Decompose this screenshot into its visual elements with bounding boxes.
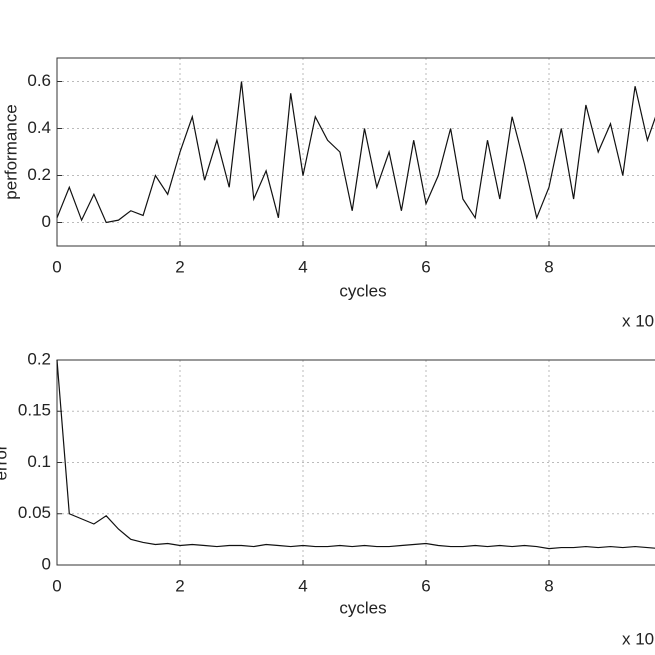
y-tick-label: 0 (42, 554, 51, 573)
x-tick-label: 0 (52, 257, 61, 276)
plot-frame (56, 57, 655, 247)
annotation: x 10 (622, 311, 654, 330)
y-tick-label: 0.05 (18, 503, 51, 522)
x-tick-label: 6 (421, 576, 430, 595)
x-axis-label: cycles (339, 281, 386, 300)
annotation: x 10 (622, 629, 654, 648)
x-tick-label: 4 (298, 576, 307, 595)
data-line (56, 359, 655, 550)
x-tick-label: 0 (52, 576, 61, 595)
x-tick-label: 6 (421, 257, 430, 276)
x-tick-label: 8 (544, 257, 553, 276)
x-tick-label: 8 (544, 576, 553, 595)
y-tick-label: 0 (42, 212, 51, 231)
y-tick-label: 0.6 (27, 71, 51, 90)
data-line (56, 81, 655, 224)
y-tick-label: 0.1 (27, 452, 51, 471)
plot-frame (56, 359, 655, 566)
x-tick-label: 2 (175, 576, 184, 595)
y-axis-label: error (0, 444, 10, 480)
x-axis-label: cycles (339, 598, 386, 617)
y-axis-label: performance (1, 104, 20, 199)
x-tick-label: 4 (298, 257, 307, 276)
y-tick-label: 0.4 (27, 118, 51, 137)
x-tick-label: 2 (175, 257, 184, 276)
y-tick-label: 0.2 (27, 349, 51, 368)
y-tick-label: 0.2 (27, 165, 51, 184)
y-tick-label: 0.15 (18, 401, 51, 420)
